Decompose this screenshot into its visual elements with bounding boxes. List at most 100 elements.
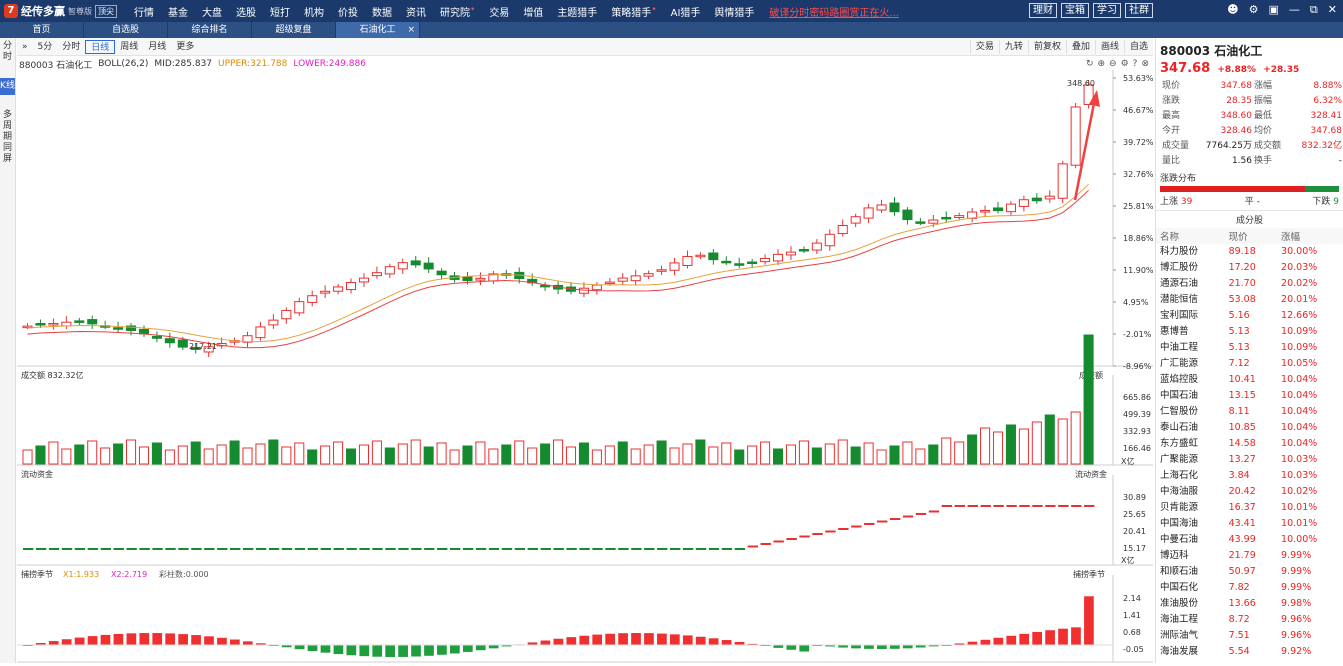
menu-item[interactable]: 选股 xyxy=(236,7,256,19)
tab-item[interactable]: 自选股 xyxy=(84,22,168,38)
top-button[interactable]: 理财 xyxy=(1029,3,1057,18)
collapse-icon[interactable]: » xyxy=(22,41,28,52)
table-row[interactable]: 通源石油 21.70 20.02% xyxy=(1156,276,1343,292)
restore-icon[interactable]: ⧉ xyxy=(1309,3,1318,16)
layout-icon[interactable]: ▣ xyxy=(1268,3,1279,16)
user-icon[interactable]: ☻ xyxy=(1227,3,1239,16)
menu-item[interactable]: 行情 xyxy=(134,7,154,19)
kline-svg[interactable]: 53.63% 46.67% 39.72% 32.76% 25.81% 18.86% 11.9… xyxy=(17,70,1154,663)
toolbar-button[interactable]: 前复权 xyxy=(1027,39,1066,54)
table-row[interactable]: 博迈科 21.79 9.99% xyxy=(1156,548,1343,564)
table-row[interactable]: 海油发展 5.54 9.92% xyxy=(1156,644,1343,660)
stock-cell: 海油发展 xyxy=(1160,646,1199,657)
period-button[interactable]: 日线 xyxy=(85,39,116,54)
top-button[interactable]: 社群 xyxy=(1125,3,1153,18)
toolbar-button[interactable]: 自选 xyxy=(1123,39,1153,54)
flow-mark xyxy=(450,548,461,550)
tab-item[interactable]: 超级复盘 xyxy=(252,22,336,38)
toolbar-button[interactable]: 交易 xyxy=(969,39,999,54)
period-button[interactable]: 分时 xyxy=(62,41,81,52)
catch-bar-mark xyxy=(889,645,900,649)
top-button[interactable]: 学习 xyxy=(1093,3,1121,18)
sidebar-item-kline[interactable]: K线 xyxy=(0,78,15,95)
col-price[interactable]: 现价 xyxy=(1224,228,1278,244)
toolbar-button[interactable]: 叠加 xyxy=(1065,39,1095,54)
table-row[interactable]: 惠博普 5.13 10.09% xyxy=(1156,324,1343,340)
table-row[interactable]: 海油工程 8.72 9.96% xyxy=(1156,612,1343,628)
minimize-icon[interactable]: — xyxy=(1288,3,1300,16)
sidebar-item-multi[interactable]: 多周期同屏 xyxy=(2,110,12,164)
tab-item[interactable]: 首页 xyxy=(0,22,84,38)
table-row[interactable]: 仁智股份 8.11 10.04% xyxy=(1156,404,1343,420)
col-pct[interactable]: 涨幅 xyxy=(1277,228,1343,244)
menu-item[interactable]: 研究院 xyxy=(433,4,482,19)
toolbar-button[interactable]: 九转 xyxy=(998,39,1028,54)
volume-bar xyxy=(449,449,460,465)
menu-item[interactable]: 主题猎手 xyxy=(557,7,598,19)
toolbar-button[interactable]: 画线 xyxy=(1094,39,1124,54)
period-button[interactable]: 5分 xyxy=(37,41,53,52)
table-row[interactable]: 和顺石油 50.97 9.99% xyxy=(1156,564,1343,580)
ad-banner-link[interactable]: 破译分时密码路圈赏正在火... xyxy=(769,7,899,19)
close-icon[interactable]: ⊗ xyxy=(1141,59,1149,69)
table-row[interactable]: 东方盛虹 14.58 10.04% xyxy=(1156,436,1343,452)
menu-item[interactable]: AI猎手 xyxy=(670,7,701,19)
table-row[interactable]: 潜能恒信 53.08 20.01% xyxy=(1156,292,1343,308)
menu-item[interactable]: 机构 xyxy=(304,7,324,19)
table-row[interactable]: 广汇能源 7.12 10.05% xyxy=(1156,356,1343,372)
top-button[interactable]: 宝箱 xyxy=(1061,3,1089,18)
menu-item[interactable]: 增值 xyxy=(523,7,544,19)
refresh-icon[interactable]: ↻ xyxy=(1085,59,1094,69)
menu-item[interactable]: 数据 xyxy=(372,7,392,19)
zoom-in-icon[interactable]: ⊕ xyxy=(1097,59,1106,69)
menu-item[interactable]: 舆情猎手 xyxy=(714,7,755,19)
table-row[interactable]: 中油工程 5.13 10.09% xyxy=(1156,340,1343,356)
col-name[interactable]: 名称 xyxy=(1156,228,1225,244)
settings-icon[interactable]: ⚙ xyxy=(1120,59,1129,69)
sidebar-item-fenshi[interactable]: 分时 xyxy=(2,41,12,62)
candle-body xyxy=(747,261,758,265)
menu-item[interactable]: 交易 xyxy=(489,7,510,19)
menu-item[interactable]: 价投 xyxy=(338,7,358,19)
menu-item[interactable]: 策略猎手 xyxy=(604,4,663,19)
table-row[interactable]: 中海油服 20.42 10.02% xyxy=(1156,484,1343,500)
settings-icon[interactable]: ⚙ xyxy=(1248,3,1259,16)
table-row[interactable]: 洲际油气 7.51 9.96% xyxy=(1156,628,1343,644)
quote-cell: 成交额 xyxy=(1254,141,1282,151)
tab-item[interactable]: 石油化工 × xyxy=(336,22,420,38)
help-icon[interactable]: ? xyxy=(1132,59,1138,69)
catch-bar-mark xyxy=(113,633,124,645)
menu-item[interactable]: 基金 xyxy=(168,7,188,19)
zoom-out-icon[interactable]: ⊖ xyxy=(1109,59,1117,69)
period-button[interactable]: 周线 xyxy=(120,41,139,52)
close-icon[interactable]: × xyxy=(407,25,415,35)
flow-mark xyxy=(838,528,849,530)
kline-chart-area[interactable]: 53.63% 46.67% 39.72% 32.76% 25.81% 18.86% 11.9… xyxy=(17,70,1154,663)
table-row[interactable]: 中国石油 13.15 10.04% xyxy=(1156,388,1343,404)
table-row[interactable]: 准油股份 13.66 9.98% xyxy=(1156,596,1343,612)
table-row[interactable]: 中曼石油 43.99 10.00% xyxy=(1156,532,1343,548)
period-button[interactable]: 月线 xyxy=(148,41,167,52)
volume-bar xyxy=(126,439,137,465)
boll-label[interactable]: BOLL(26,2) xyxy=(98,59,149,69)
table-row[interactable]: 泰山石油 10.85 10.04% xyxy=(1156,420,1343,436)
table-row[interactable]: 中国石化 7.82 9.99% xyxy=(1156,580,1343,596)
period-button[interactable]: 更多 xyxy=(176,41,195,52)
menu-item[interactable]: 短打 xyxy=(270,7,290,19)
table-row[interactable]: 贝肯能源 16.37 10.01% xyxy=(1156,500,1343,516)
table-row[interactable]: 上海石化 3.84 10.03% xyxy=(1156,468,1343,484)
menu-item[interactable]: 资讯 xyxy=(406,7,426,19)
volume-bar xyxy=(669,447,680,465)
menu-item[interactable]: 大盘 xyxy=(202,7,222,19)
stock-cell: 准油股份 xyxy=(1160,598,1199,609)
table-row[interactable]: 博汇股份 17.20 20.03% xyxy=(1156,260,1343,276)
tab-item[interactable]: 综合排名 xyxy=(168,22,252,38)
table-row[interactable]: 科力股份 89.18 30.00% xyxy=(1156,244,1343,260)
table-row[interactable]: 宝利国际 5.16 12.66% xyxy=(1156,308,1343,324)
table-row[interactable]: 中国海油 43.41 10.01% xyxy=(1156,516,1343,532)
table-row[interactable]: 蓝焰控股 10.41 10.04% xyxy=(1156,372,1343,388)
volume-bar xyxy=(734,449,745,465)
close-icon[interactable]: ✕ xyxy=(1327,3,1337,16)
table-row[interactable]: 广聚能源 13.27 10.03% xyxy=(1156,452,1343,468)
stock-cell: 89.18 xyxy=(1228,246,1256,257)
